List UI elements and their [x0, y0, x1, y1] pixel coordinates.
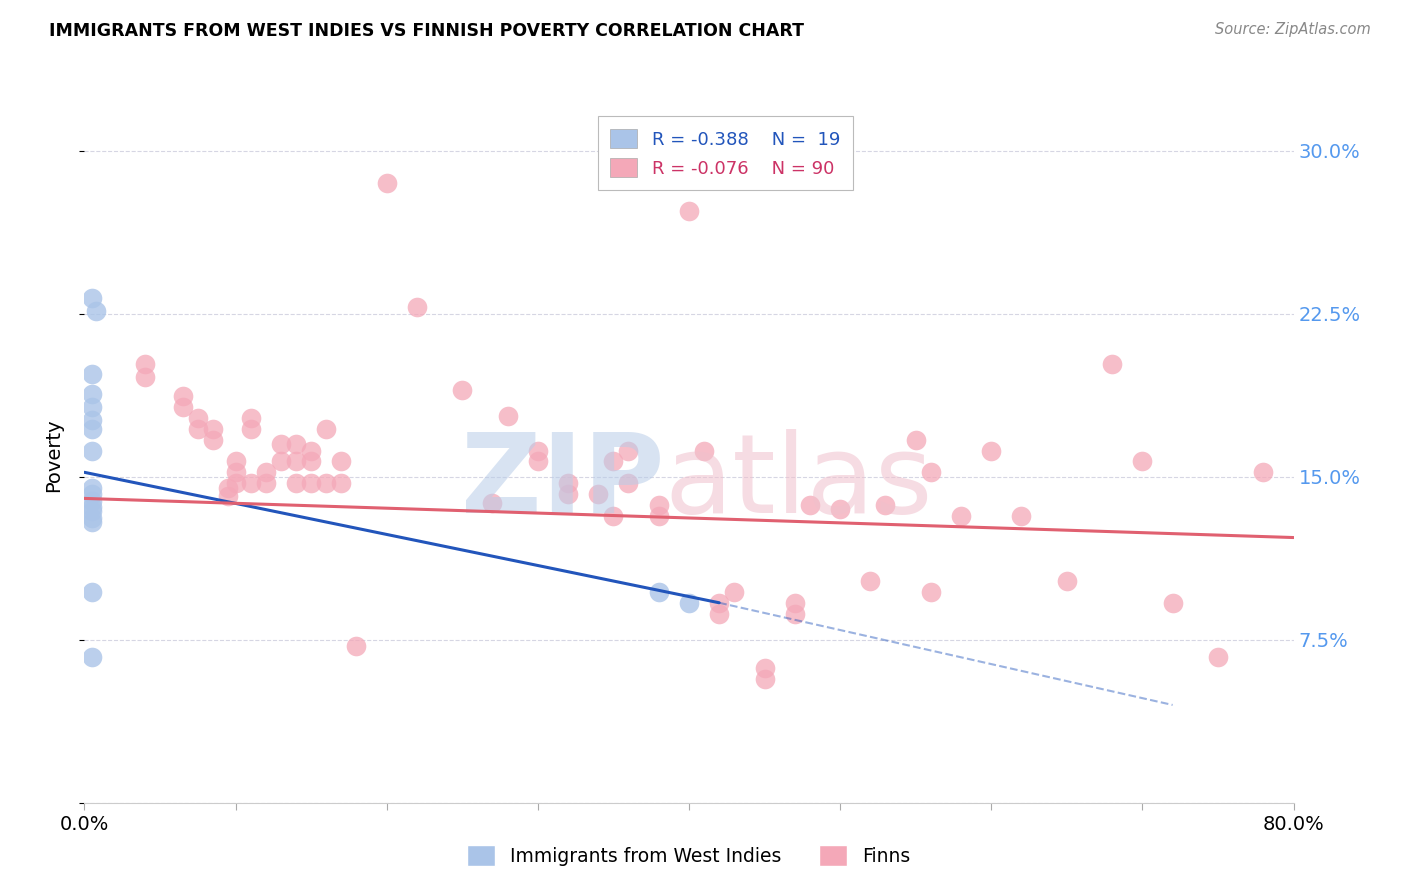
Point: [527, 443, 550, 458]
Point: [709, 596, 731, 610]
Point: [1130, 454, 1153, 468]
Point: [315, 422, 337, 436]
Point: [950, 508, 973, 523]
Point: [299, 443, 322, 458]
Point: [254, 476, 277, 491]
Point: [557, 476, 579, 491]
Point: [754, 661, 776, 675]
Point: [239, 476, 262, 491]
Point: [330, 476, 353, 491]
Point: [920, 466, 942, 480]
Point: [375, 176, 398, 190]
Point: [134, 369, 156, 384]
Point: [315, 476, 337, 491]
Point: [346, 639, 368, 653]
Point: [1253, 466, 1275, 480]
Legend: Immigrants from West Indies, Finns: Immigrants from West Indies, Finns: [460, 838, 918, 873]
Point: [648, 498, 671, 512]
Y-axis label: Poverty: Poverty: [45, 418, 63, 491]
Point: [270, 454, 292, 468]
Point: [80, 413, 103, 427]
Point: [299, 476, 322, 491]
Point: [1161, 596, 1184, 610]
Point: [270, 437, 292, 451]
Point: [678, 596, 700, 610]
Point: [299, 454, 322, 468]
Point: [285, 476, 308, 491]
Point: [451, 383, 474, 397]
Point: [904, 433, 927, 447]
Point: [80, 493, 103, 508]
Text: IMMIGRANTS FROM WEST INDIES VS FINNISH POVERTY CORRELATION CHART: IMMIGRANTS FROM WEST INDIES VS FINNISH P…: [49, 22, 804, 40]
Point: [225, 476, 247, 491]
Point: [406, 300, 429, 314]
Point: [80, 650, 103, 665]
Point: [602, 454, 624, 468]
Point: [80, 487, 103, 501]
Point: [225, 454, 247, 468]
Point: [617, 443, 640, 458]
Point: [830, 502, 852, 516]
Point: [481, 496, 503, 510]
Point: [723, 585, 745, 599]
Point: [80, 511, 103, 525]
Point: [1101, 357, 1123, 371]
Point: [225, 466, 247, 480]
Point: [980, 443, 1002, 458]
Point: [754, 672, 776, 686]
Point: [80, 387, 103, 401]
Point: [693, 443, 716, 458]
Point: [588, 487, 610, 501]
Point: [1056, 574, 1078, 588]
Point: [859, 574, 882, 588]
Point: [783, 607, 806, 621]
Point: [330, 454, 353, 468]
Point: [172, 389, 194, 403]
Point: [80, 585, 103, 599]
Point: [1011, 508, 1033, 523]
Point: [201, 433, 224, 447]
Point: [239, 411, 262, 425]
Point: [80, 500, 103, 514]
Point: [527, 454, 550, 468]
Point: [239, 422, 262, 436]
Text: Source: ZipAtlas.com: Source: ZipAtlas.com: [1215, 22, 1371, 37]
Point: [80, 400, 103, 414]
Point: [217, 489, 239, 503]
Point: [709, 607, 731, 621]
Point: [617, 476, 640, 491]
Point: [172, 400, 194, 414]
Point: [783, 596, 806, 610]
Text: atlas: atlas: [665, 429, 934, 536]
Point: [678, 204, 700, 219]
Point: [80, 504, 103, 518]
Point: [187, 422, 209, 436]
Point: [80, 516, 103, 530]
Point: [217, 481, 239, 495]
Point: [80, 422, 103, 436]
Point: [557, 487, 579, 501]
Point: [920, 585, 942, 599]
Point: [134, 357, 156, 371]
Point: [201, 422, 224, 436]
Point: [648, 585, 671, 599]
Point: [187, 411, 209, 425]
Point: [86, 304, 108, 318]
Point: [648, 508, 671, 523]
Point: [80, 481, 103, 495]
Point: [80, 368, 103, 382]
Point: [799, 498, 821, 512]
Point: [1206, 650, 1229, 665]
Point: [602, 508, 624, 523]
Point: [254, 466, 277, 480]
Point: [80, 291, 103, 305]
Text: ZIP: ZIP: [461, 429, 665, 536]
Point: [285, 437, 308, 451]
Point: [875, 498, 897, 512]
Point: [496, 409, 519, 423]
Point: [285, 454, 308, 468]
Point: [80, 443, 103, 458]
